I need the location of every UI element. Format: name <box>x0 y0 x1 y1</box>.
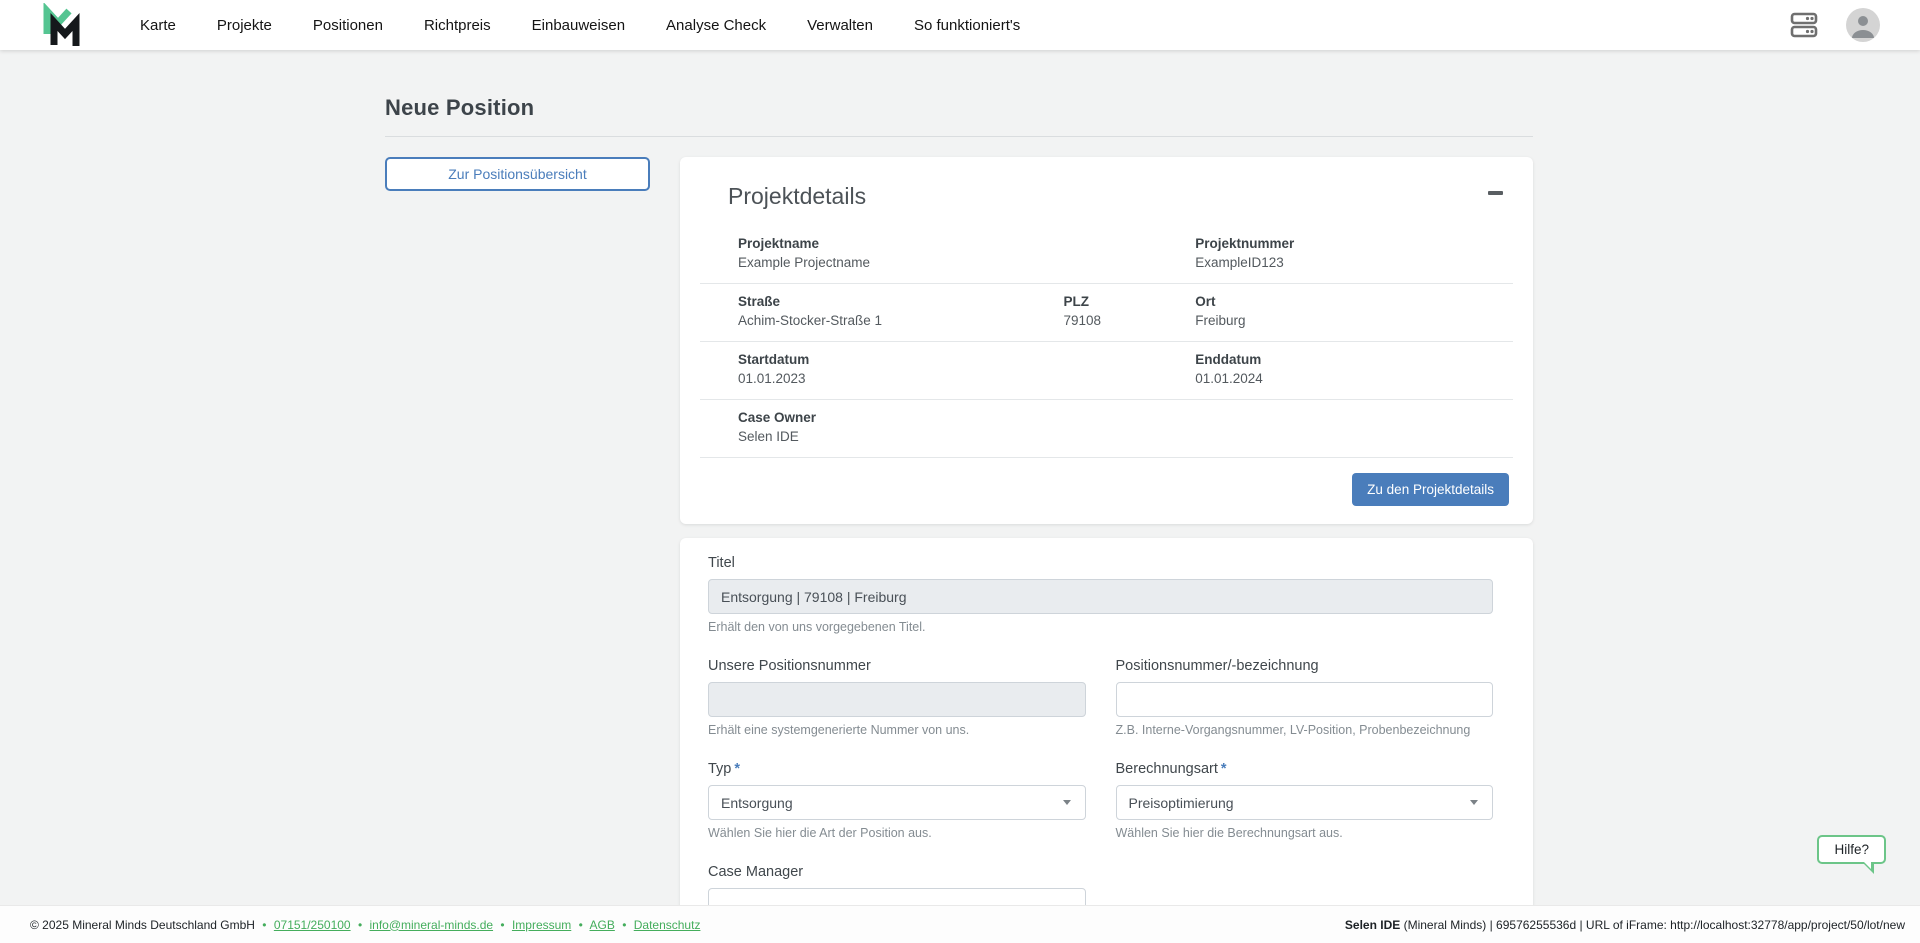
separator-dot: • <box>622 917 627 932</box>
field-value: Selen IDE <box>738 429 799 444</box>
typ-label: Typ * <box>708 761 1086 777</box>
field-label: Startdatum <box>738 352 810 367</box>
separator-dot: • <box>262 917 267 932</box>
header-actions <box>1788 8 1880 42</box>
field-label: Case Owner <box>738 410 817 425</box>
detail-row: Straße Achim-Stocker-Straße 1 PLZ 79108 … <box>700 284 1513 342</box>
typ-field-block: Typ * Entsorgung Wählen Sie hier die Art … <box>708 761 1086 840</box>
back-to-position-overview-button[interactable]: Zur Positionsübersicht <box>385 157 650 191</box>
session-user: Selen IDE <box>1344 917 1401 932</box>
copyright-text: © 2025 Mineral Minds Deutschland GmbH <box>30 917 255 932</box>
field-label: PLZ <box>1063 294 1090 309</box>
footer-session-info: Selen IDE (Mineral Minds) | 69576255536d… <box>1345 918 1905 932</box>
nav-item-positionen[interactable]: Positionen <box>312 16 383 34</box>
chevron-down-icon <box>1062 800 1071 805</box>
field-label: Projektnummer <box>1195 236 1295 251</box>
server-stack-icon[interactable] <box>1788 11 1820 39</box>
our-position-number-field-block: Unsere Positionsnummer Erhält eine syste… <box>708 658 1086 737</box>
field-value: Freiburg <box>1195 313 1246 328</box>
title-divider <box>385 136 1533 137</box>
field-label: Ort <box>1195 294 1216 309</box>
collapse-card-button[interactable] <box>1482 183 1509 203</box>
berechnungsart-field-block: Berechnungsart * Preisoptimierung Wählen … <box>1115 761 1494 840</box>
berechnungsart-helper-text: Wählen Sie hier die Berechnungsart aus. <box>1115 826 1343 840</box>
top-nav-bar: Karte Projekte Positionen Richtpreis Ein… <box>0 0 1920 50</box>
page-title: Neue Position <box>385 95 535 120</box>
nav-item-so-funktionierts[interactable]: So funktioniert's <box>913 16 1021 34</box>
berechnungsart-label-text: Berechnungsart <box>1115 761 1218 777</box>
titel-field-block: Titel Erhält den von uns vorgegebenen Ti… <box>708 555 1493 634</box>
mineral-minds-logo-icon[interactable] <box>40 3 84 47</box>
separator-dot: • <box>357 917 363 932</box>
berechnungsart-select-value: Preisoptimierung <box>1128 794 1234 811</box>
footer: © 2025 Mineral Minds Deutschland GmbH • … <box>0 905 1920 943</box>
our-position-number-input[interactable] <box>708 682 1086 717</box>
main-nav: Karte Projekte Positionen Richtpreis Ein… <box>140 17 1788 34</box>
field-label: Straße <box>738 294 781 309</box>
berechnungsart-select[interactable]: Preisoptimierung <box>1115 785 1493 820</box>
typ-label-text: Typ <box>708 761 732 777</box>
field-value: Achim-Stocker-Straße 1 <box>738 313 883 328</box>
typ-select[interactable]: Entsorgung <box>708 785 1086 820</box>
required-asterisk: * <box>734 761 741 777</box>
footer-link-agb[interactable]: AGB <box>589 917 615 932</box>
position-number-field-block: Positionsnummer/-bezeichnung Z.B. Intern… <box>1115 658 1493 737</box>
minus-icon <box>1488 191 1503 195</box>
field-value: 01.01.2023 <box>738 371 806 386</box>
project-details-title: Projektdetails <box>728 183 867 209</box>
footer-link-phone[interactable]: 07151/250100 <box>273 917 351 932</box>
footer-link-email[interactable]: info@mineral-minds.de <box>369 917 494 932</box>
project-details-rows: Projektname Example Projectname Projektn… <box>700 226 1513 458</box>
titel-input[interactable] <box>708 579 1493 614</box>
footer-link-datenschutz[interactable]: Datenschutz <box>633 917 701 932</box>
user-avatar-icon[interactable] <box>1846 8 1880 42</box>
project-details-card: Projektdetails Projektname Example Proje… <box>680 157 1533 524</box>
position-number-helper-text: Z.B. Interne-Vorgangsnummer, LV-Position… <box>1115 723 1471 737</box>
position-number-input[interactable] <box>1115 682 1493 717</box>
detail-row: Projektname Example Projectname Projektn… <box>700 226 1513 284</box>
typ-select-value: Entsorgung <box>721 794 793 811</box>
titel-helper-text: Erhält den von uns vorgegebenen Titel. <box>708 620 926 634</box>
case-manager-label: Case Manager <box>708 864 804 880</box>
field-label: Enddatum <box>1195 352 1262 367</box>
our-position-number-label: Unsere Positionsnummer <box>708 658 871 674</box>
titel-label: Titel <box>708 555 735 571</box>
required-asterisk: * <box>1220 761 1227 777</box>
field-value: 79108 <box>1063 313 1102 328</box>
nav-item-karte[interactable]: Karte <box>140 16 176 34</box>
main-content: Neue Position Zur Positionsübersicht Pro… <box>0 50 1920 943</box>
go-to-project-details-button[interactable]: Zu den Projektdetails <box>1352 473 1509 506</box>
nav-item-analyse-check[interactable]: Analyse Check <box>666 16 767 34</box>
our-position-number-helper-text: Erhält eine systemgenerierte Nummer von … <box>708 723 970 737</box>
field-value: Example Projectname <box>738 255 871 270</box>
field-value: ExampleID123 <box>1195 255 1284 270</box>
session-details: (Mineral Minds) | 69576255536d | URL of … <box>1400 917 1905 932</box>
field-label: Projektname <box>738 236 820 251</box>
field-value: 01.01.2024 <box>1195 371 1263 386</box>
berechnungsart-label: Berechnungsart * <box>1116 761 1494 777</box>
nav-item-einbauweisen[interactable]: Einbauweisen <box>531 16 626 34</box>
separator-dot: • <box>500 917 505 932</box>
nav-item-projekte[interactable]: Projekte <box>216 16 272 34</box>
footer-link-impressum[interactable]: Impressum <box>511 917 572 932</box>
nav-item-richtpreis[interactable]: Richtpreis <box>423 16 491 34</box>
separator-dot: • <box>578 917 583 932</box>
nav-item-verwalten[interactable]: Verwalten <box>807 16 873 34</box>
typ-helper-text: Wählen Sie hier die Art der Position aus… <box>708 826 932 840</box>
footer-left: © 2025 Mineral Minds Deutschland GmbH • … <box>30 918 700 932</box>
help-button[interactable]: Hilfe? <box>1817 835 1886 874</box>
new-position-form-card: Titel Erhält den von uns vorgegebenen Ti… <box>680 538 1533 943</box>
detail-row: Startdatum 01.01.2023 Enddatum 01.01.202… <box>700 342 1513 400</box>
chevron-down-icon <box>1470 800 1478 805</box>
detail-row: Case Owner Selen IDE <box>700 400 1513 458</box>
position-number-label: Positionsnummer/-bezeichnung <box>1115 658 1319 674</box>
